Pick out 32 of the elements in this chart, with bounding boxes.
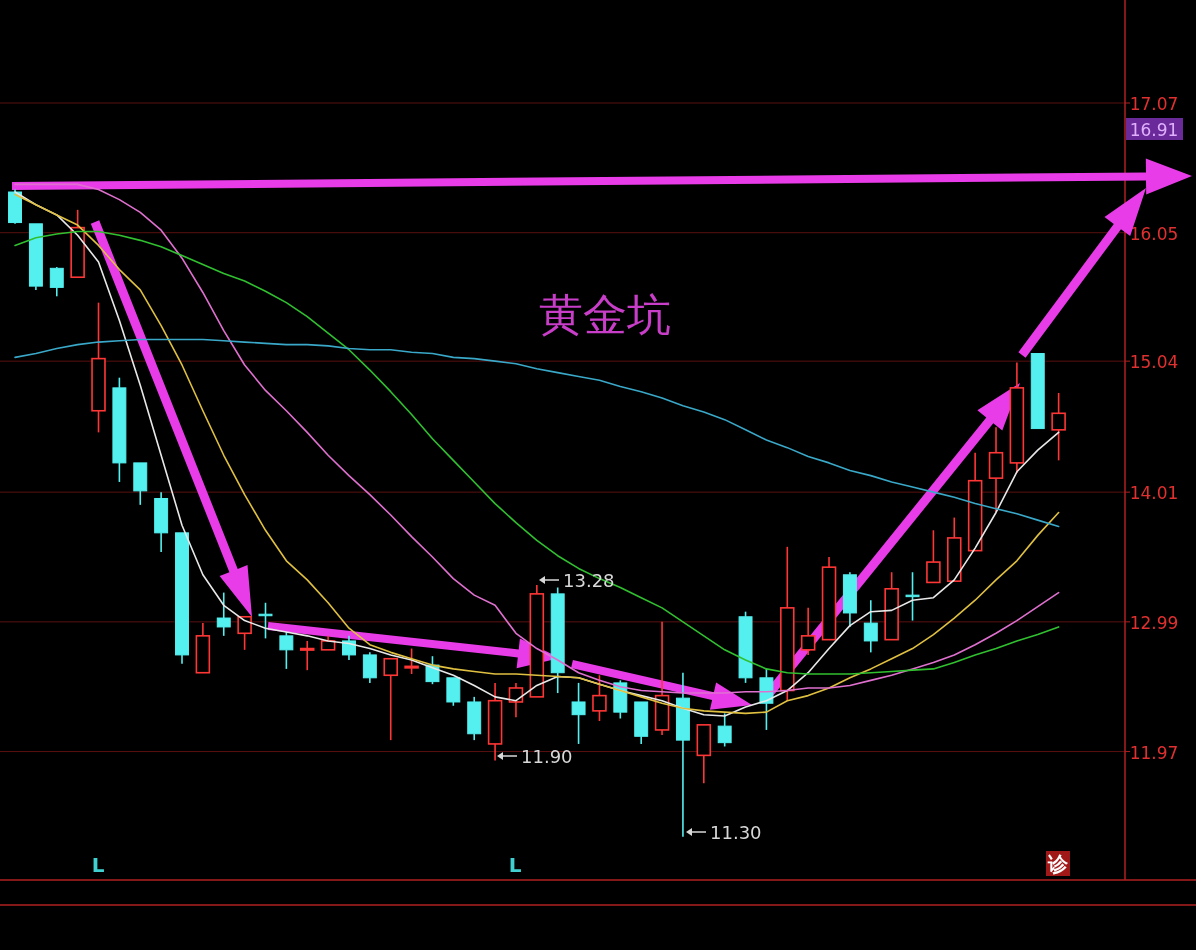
candlestick	[216, 591, 231, 637]
y-tick-label: 16.05	[1129, 223, 1179, 244]
candlestick	[780, 546, 795, 702]
candlestick	[988, 426, 1004, 514]
candlestick	[91, 301, 106, 434]
y-tick-label: 15.04	[1129, 352, 1179, 373]
candlestick	[1051, 392, 1066, 462]
y-tick-label: 11.97	[1129, 742, 1179, 763]
annotation: L	[91, 853, 105, 877]
candlestick	[842, 571, 857, 628]
annotation: 诊	[1047, 852, 1069, 876]
text: 黄金坑	[539, 289, 671, 340]
annotation: 11.30	[710, 822, 762, 843]
candlestick	[905, 571, 920, 622]
candlestick	[299, 640, 315, 671]
line-series	[14, 338, 1060, 528]
candlestick	[8, 188, 22, 224]
candlestick	[571, 682, 586, 745]
annotation: 11.90	[521, 746, 573, 767]
text: 16.91	[1129, 120, 1179, 140]
y-tick-label: 14.01	[1129, 483, 1179, 504]
candlestick	[487, 682, 503, 762]
candlestick	[467, 696, 482, 741]
candlestick	[675, 671, 690, 838]
annotation: L	[508, 853, 522, 877]
candlestick	[154, 491, 169, 553]
candlestick	[800, 607, 816, 656]
y-tick-label: 17.07	[1129, 94, 1179, 115]
y-tick-label: 12.99	[1129, 612, 1179, 633]
candlestick	[863, 599, 878, 654]
candlestick	[49, 267, 64, 298]
candlestick	[362, 651, 377, 684]
